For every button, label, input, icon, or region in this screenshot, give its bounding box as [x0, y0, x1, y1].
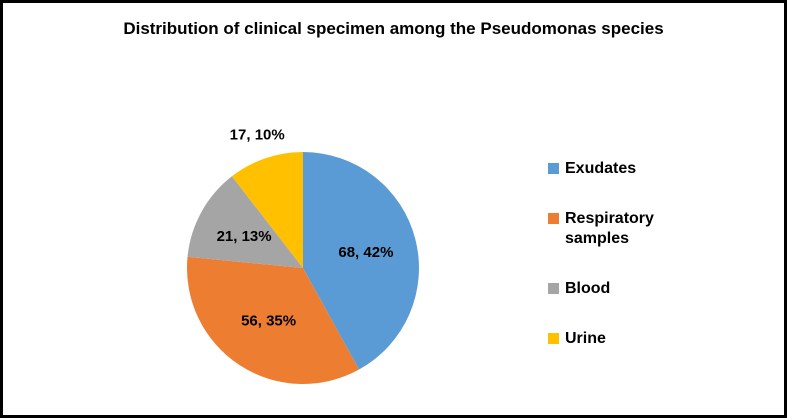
- legend-label-urine: Urine: [565, 330, 606, 347]
- legend-item-exudates: Exudates: [548, 159, 677, 179]
- pie-chart: 68, 42% 56, 35% 21, 13% 17, 10%: [186, 126, 419, 384]
- legend-label-respiratory-samples: Respiratory samples: [565, 210, 654, 247]
- legend-swatch-respiratory-samples: [548, 213, 559, 224]
- legend-item-respiratory-samples: Respiratory samples: [548, 209, 677, 249]
- data-label-exudates: 68, 42%: [338, 244, 393, 261]
- chart-title: Distribution of clinical specimen among …: [123, 19, 664, 38]
- data-label-respiratory-samples: 56, 35%: [241, 313, 296, 330]
- legend-label-exudates: Exudates: [565, 160, 637, 177]
- legend: Exudates Respiratory samples Blood Urine: [548, 159, 677, 349]
- pie-slice-exudates: [303, 152, 419, 370]
- legend-item-blood: Blood: [548, 279, 677, 299]
- data-label-blood: 21, 13%: [217, 228, 272, 245]
- legend-label-blood: Blood: [565, 280, 611, 297]
- data-label-urine: 17, 10%: [230, 126, 285, 143]
- legend-swatch-blood: [548, 283, 559, 294]
- legend-item-urine: Urine: [548, 329, 677, 349]
- pie-slice-blood: [187, 176, 303, 268]
- legend-swatch-exudates: [548, 163, 559, 174]
- pie-slice-respiratory-samples: [186, 256, 360, 384]
- pie-slice-urine: [231, 152, 303, 268]
- legend-swatch-urine: [548, 333, 559, 344]
